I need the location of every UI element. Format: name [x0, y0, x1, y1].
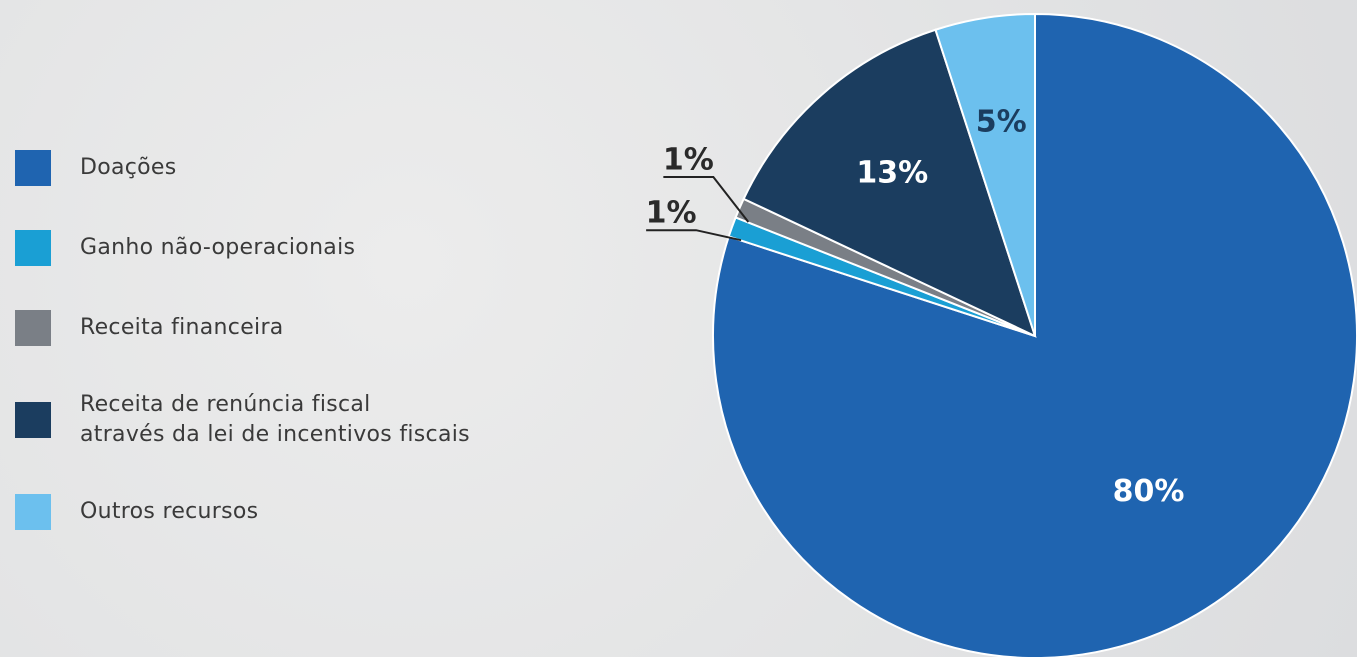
- data-label: 80%: [1113, 474, 1185, 509]
- leader-line: [646, 229, 742, 242]
- legend-swatch: [15, 494, 51, 530]
- legend-label: Ganho não-operacionais: [80, 235, 356, 260]
- legend-label: Outros recursos: [80, 499, 259, 524]
- data-label: 13%: [856, 156, 928, 191]
- leader-line: [663, 175, 750, 223]
- legend-swatch: [15, 150, 51, 186]
- legend-swatch: [15, 230, 51, 266]
- legend-label: Doações: [80, 155, 177, 180]
- legend-swatch: [15, 402, 51, 438]
- legend-item: Doações: [15, 150, 470, 186]
- legend-item: Ganho não-operacionais: [15, 230, 470, 266]
- legend-item: Receita financeira: [15, 310, 470, 346]
- legend-label: Receita de renúncia fiscal através da le…: [80, 392, 470, 447]
- legend: Doações Ganho não-operacionais Receita fin…: [15, 150, 470, 530]
- legend-swatch: [15, 310, 51, 346]
- data-label: 1%: [646, 196, 697, 231]
- pie-slice: [934, 12, 1036, 337]
- data-label: 5%: [976, 104, 1027, 139]
- legend-item: Outros recursos: [15, 494, 470, 530]
- legend-item: Receita de renúncia fiscal através da le…: [15, 390, 470, 450]
- data-label: 1%: [663, 142, 714, 177]
- legend-label: Receita financeira: [80, 315, 284, 340]
- pie-slice: [742, 28, 1037, 338]
